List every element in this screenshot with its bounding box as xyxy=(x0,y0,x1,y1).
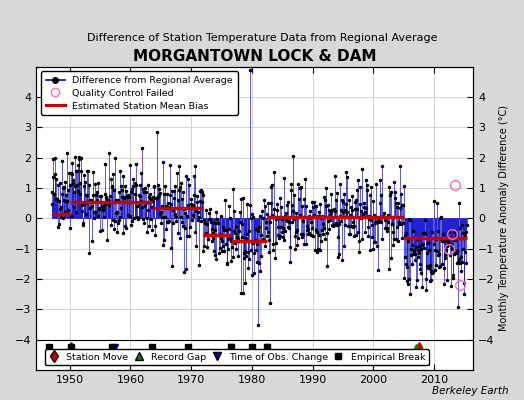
Text: Difference of Station Temperature Data from Regional Average: Difference of Station Temperature Data f… xyxy=(87,33,437,43)
Legend: Station Move, Record Gap, Time of Obs. Change, Empirical Break: Station Move, Record Gap, Time of Obs. C… xyxy=(46,349,429,366)
Text: Berkeley Earth: Berkeley Earth xyxy=(432,386,508,396)
Y-axis label: Monthly Temperature Anomaly Difference (°C): Monthly Temperature Anomaly Difference (… xyxy=(499,105,509,331)
Title: MORGANTOWN LOCK & DAM: MORGANTOWN LOCK & DAM xyxy=(133,49,377,64)
